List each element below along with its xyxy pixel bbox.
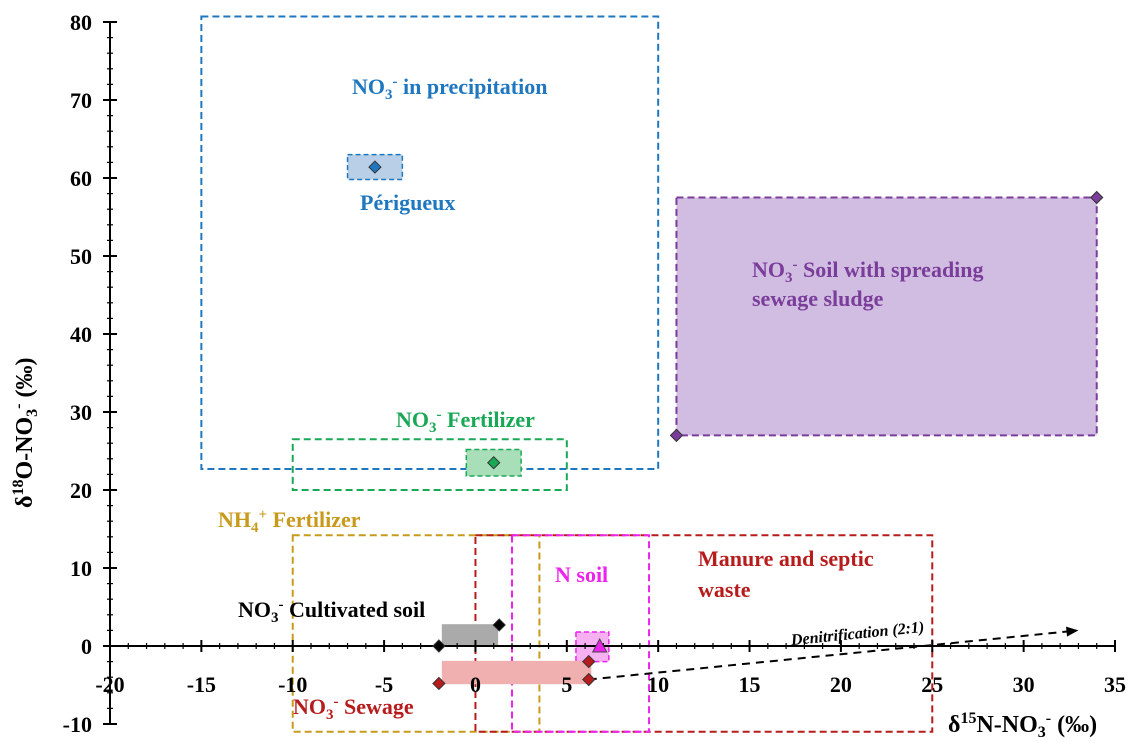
y-tick-label: 30 (70, 400, 92, 425)
label-sewage: NO3- Sewage (293, 694, 414, 723)
source-box-n-soil (511, 534, 651, 733)
label-no3-fertilizer: NO3- Fertilizer (396, 407, 535, 436)
point-soil-sludge (1090, 190, 1104, 205)
x-tick-label: -10 (278, 672, 307, 697)
source-box-no3-fertilizer (291, 438, 568, 491)
source-box-soil-sludge (675, 196, 1098, 437)
y-tick-label: -10 (63, 712, 92, 737)
x-tick-label: -15 (187, 672, 216, 697)
point-sewage (582, 672, 596, 687)
label-nh4-fertilizer: NH4+ Fertilizer (218, 507, 361, 536)
source-box-precipitation (200, 15, 660, 470)
source-box-manure-septic (474, 534, 934, 733)
point-cultivated-soil (432, 639, 446, 653)
label-cultivated-soil: NO3- Cultivated soil (238, 597, 425, 626)
range-sewage (441, 660, 592, 685)
x-tick-label: 10 (647, 672, 669, 697)
label-soil-sludge-2: sewage sludge (752, 286, 884, 311)
y-tick-label: 70 (70, 88, 92, 113)
x-axis-title: δ15N-NO3- (‰) (948, 710, 1097, 741)
point-cultivated-soil (492, 618, 506, 632)
point-sewage (582, 654, 596, 669)
y-ticks: -10 0 10 20 30 40 50 60 70 80 (63, 10, 117, 737)
x-tick-label: 15 (739, 672, 761, 697)
x-tick-label: 20 (830, 672, 852, 697)
point-precipitation (368, 160, 382, 174)
data-points (368, 160, 1104, 691)
label-precipitation: NO3- in precipitation (352, 74, 547, 103)
label-manure-2: waste (698, 577, 751, 602)
label-manure-1: Manure and septic (698, 546, 874, 571)
point-n-soil (591, 637, 608, 653)
denitrification-arrow: Denitrification (2:1) (588, 619, 1079, 681)
label-perigueux: Périgueux (360, 190, 455, 215)
x-tick-label: 25 (921, 672, 943, 697)
y-tick-label: 10 (70, 556, 92, 581)
point-no3-fertilizer (487, 455, 501, 470)
x-ticks: -20 -15 -10 -5 0 5 10 15 20 25 30 35 (95, 640, 1126, 697)
source-box-nh4-fertilizer (291, 534, 541, 733)
x-tick-label: 35 (1104, 672, 1126, 697)
label-n-soil: N soil (555, 562, 608, 587)
y-tick-label: 60 (70, 166, 92, 191)
point-soil-sludge (669, 428, 684, 443)
label-soil-sludge-1: NO3- Soil with spreading (752, 257, 984, 286)
y-tick-label: 0 (81, 634, 92, 659)
axes (109, 22, 1115, 724)
denitrification-line (588, 630, 1069, 681)
source-boxes (200, 15, 1098, 733)
denitrification-label: Denitrification (2:1) (789, 619, 925, 649)
range-cultivated-soil (441, 624, 499, 647)
y-tick-label: 80 (70, 10, 92, 35)
x-tick-label: 0 (470, 672, 481, 697)
y-tick-label: 20 (70, 478, 92, 503)
x-tick-label: -5 (375, 672, 393, 697)
denitrification-arrowhead (1066, 626, 1079, 637)
y-tick-label: 50 (70, 244, 92, 269)
x-tick-label: 30 (1013, 672, 1035, 697)
point-sewage (432, 676, 446, 691)
y-tick-label: 40 (70, 322, 92, 347)
y-axis-title: δ18O-NO3- (‰) (10, 358, 41, 508)
x-tick-label: 5 (561, 672, 572, 697)
